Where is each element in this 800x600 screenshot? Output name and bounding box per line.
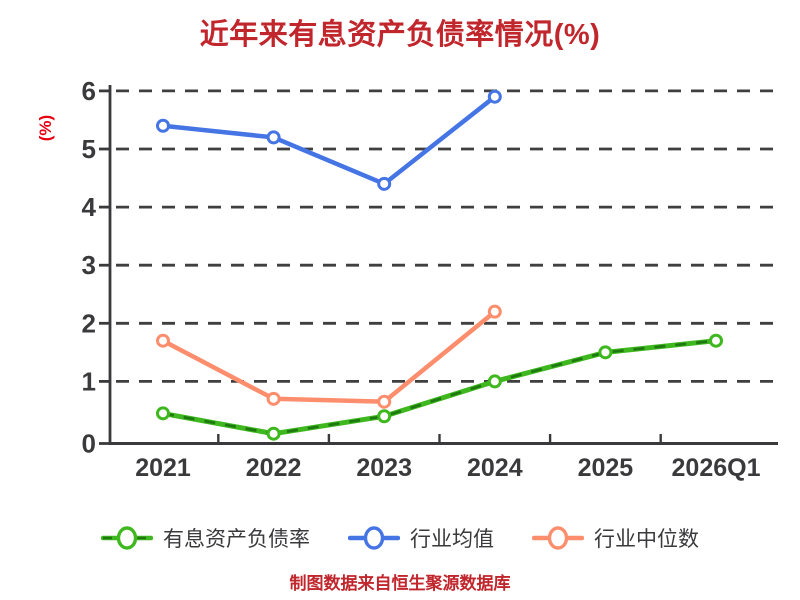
y-tick-label-3: 3 [82, 250, 96, 280]
legend-label: 行业均值 [410, 528, 494, 551]
legend-item-行业中位数: 行业中位数 [532, 523, 699, 553]
x-tick-label-2024: 2024 [467, 454, 523, 482]
legend-label: 行业中位数 [594, 528, 699, 551]
data-point-行业中位数-2023 [377, 394, 392, 409]
legend-marker-有息资产负债率 [116, 526, 138, 550]
data-point-行业均值-2024 [487, 89, 502, 104]
data-point-行业均值-2022 [266, 130, 281, 145]
data-point-行业均值-2021 [156, 118, 170, 133]
legend-marker-icon [532, 526, 584, 550]
x-tick-label-2021: 2021 [135, 454, 191, 482]
y-tick-label-0: 0 [82, 429, 96, 459]
y-tick-label-2: 2 [82, 308, 96, 338]
legend-marker-行业均值 [363, 526, 385, 550]
legend-item-行业均值: 行业均值 [348, 523, 494, 553]
y-tick-label-4: 4 [82, 192, 97, 222]
data-point-有息资产负债率-2023 [377, 409, 392, 424]
data-point-有息资产负债率-2025 [598, 345, 613, 360]
y-tick-label-1: 1 [82, 366, 96, 396]
legend: 有息资产负债率 行业均值 行业中位数 [0, 520, 800, 556]
y-tick-label-6: 6 [82, 76, 96, 106]
x-tick-label-2022: 2022 [246, 454, 302, 482]
y-tick-label-5: 5 [82, 134, 96, 164]
legend-marker-行业中位数 [547, 526, 569, 550]
chart-title: 近年来有息资产负债率情况(%) [199, 19, 601, 51]
data-point-有息资产负债率-2022 [266, 426, 281, 441]
x-tick-label-2025: 2025 [578, 454, 634, 482]
legend-marker-icon [101, 526, 153, 550]
legend-marker-icon [348, 526, 400, 550]
data-point-行业均值-2023 [377, 176, 392, 191]
legend-label: 有息资产负债率 [163, 528, 310, 551]
x-tick-label-2023: 2023 [356, 454, 412, 482]
x-tick-label-2026Q1: 2026Q1 [672, 454, 761, 482]
data-point-行业中位数-2024 [487, 304, 502, 319]
series-line-行业均值 [160, 94, 498, 187]
data-point-行业中位数-2022 [266, 391, 281, 406]
data-point-有息资产负债率-2026Q1 [709, 333, 723, 348]
data-point-有息资产负债率-2024 [487, 374, 502, 389]
series-line-行业中位数 [160, 309, 498, 404]
legend-item-有息资产负债率: 有息资产负债率 [101, 523, 310, 553]
data-source-note: 制图数据来自恒生聚源数据库 [289, 574, 511, 593]
data-point-有息资产负债率-2021 [156, 406, 170, 421]
series-line-dash-overlay-有息资产负债率 [162, 339, 717, 436]
data-point-行业中位数-2021 [156, 333, 170, 348]
